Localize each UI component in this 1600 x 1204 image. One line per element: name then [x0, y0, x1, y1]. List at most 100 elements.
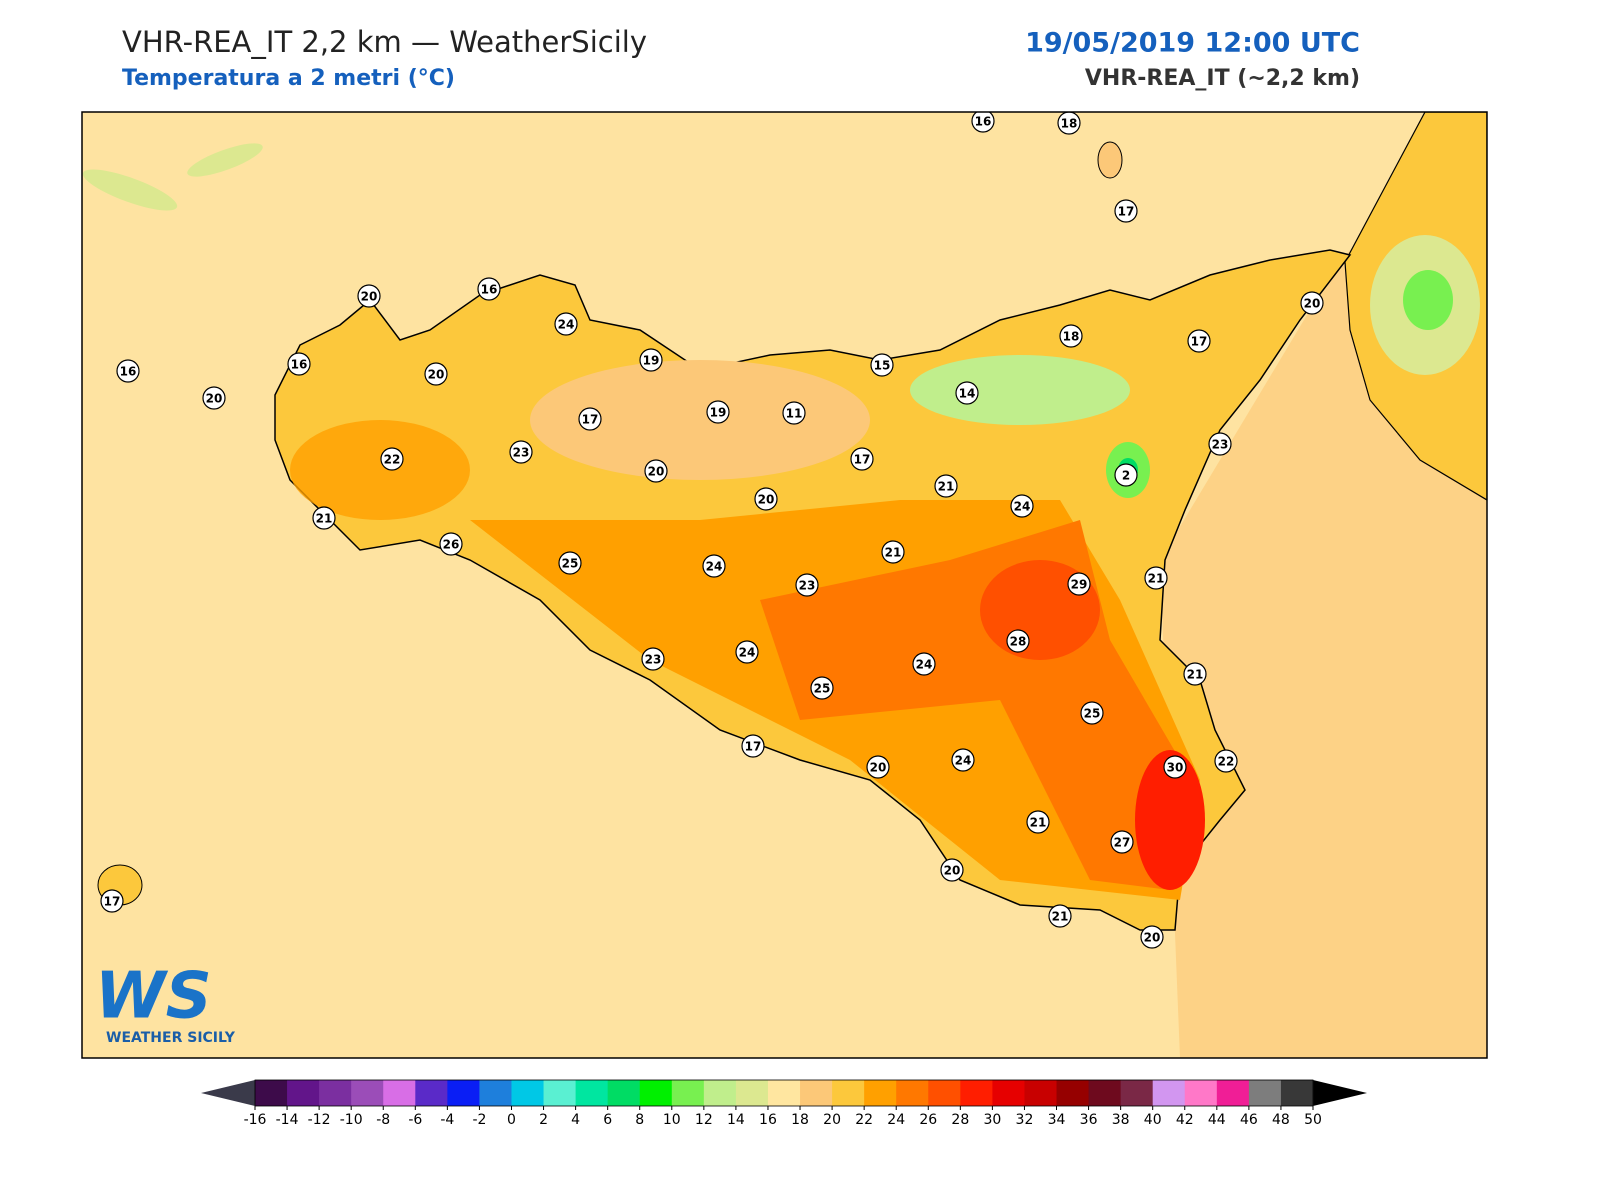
station-value: 30	[1167, 761, 1184, 775]
station-value: 29	[1071, 578, 1088, 592]
colorbar-tick-label: 34	[1048, 1112, 1066, 1128]
colorbar-segment	[447, 1080, 480, 1106]
colorbar-segment	[1216, 1080, 1250, 1106]
station-marker	[706, 400, 730, 424]
colorbar-tick-label: 46	[1240, 1112, 1258, 1128]
station-marker	[1057, 112, 1081, 135]
colorbar-under	[201, 1080, 255, 1106]
warm-area	[290, 420, 470, 520]
colorbar-tick-label: -6	[408, 1112, 422, 1128]
station-marker	[1208, 432, 1232, 456]
station-value: 21	[1148, 572, 1165, 586]
station-value: 20	[1144, 931, 1161, 945]
station-marker	[116, 359, 140, 383]
colorbar-tick-label: 2	[539, 1112, 548, 1128]
colorbar-tick-label: -4	[440, 1112, 454, 1128]
station-value: 24	[739, 646, 756, 660]
station-marker	[754, 487, 778, 511]
station-value: 16	[120, 365, 137, 379]
station-marker	[357, 284, 381, 308]
station-value: 19	[710, 406, 727, 420]
colorbar-tick-label: 32	[1016, 1112, 1034, 1128]
station-marker	[1010, 494, 1034, 518]
station-value: 23	[1212, 438, 1229, 452]
station-marker	[1144, 566, 1168, 590]
station-value: 16	[291, 358, 308, 372]
colorbar-segment	[864, 1080, 897, 1106]
station-marker	[866, 755, 890, 779]
station-value: 27	[1114, 836, 1131, 850]
station-marker	[741, 734, 765, 758]
island	[1097, 141, 1123, 179]
station-marker	[1214, 749, 1238, 773]
colorbar-tick-label: -2	[472, 1112, 486, 1128]
station-marker	[971, 112, 995, 133]
colorbar-segment	[800, 1080, 833, 1106]
colorbar-segment	[1248, 1080, 1282, 1106]
colorbar-segment	[319, 1080, 352, 1106]
station-value: 24	[706, 560, 723, 574]
colorbar-tick-label: -14	[276, 1112, 299, 1128]
station-value: 20	[206, 392, 223, 406]
station-marker	[1183, 662, 1207, 686]
colorbar-tick-label: 12	[695, 1112, 713, 1128]
station-marker	[641, 647, 665, 671]
station-marker	[702, 554, 726, 578]
colorbar-segment	[1280, 1080, 1314, 1106]
station-marker	[1300, 291, 1324, 315]
station-value: 24	[916, 658, 933, 672]
station-value: 22	[384, 453, 401, 467]
cool-area	[82, 169, 178, 211]
station-marker	[1140, 925, 1164, 949]
station-marker	[554, 312, 578, 336]
station-marker	[940, 858, 964, 882]
station-value: 23	[645, 653, 662, 667]
station-value: 14	[959, 387, 976, 401]
colorbar-tick-label: 20	[823, 1112, 841, 1128]
colorbar-tick-label: 14	[727, 1112, 745, 1128]
station-value: 24	[1014, 500, 1031, 514]
colorbar-tick-label: 40	[1144, 1112, 1162, 1128]
hot-area	[1135, 750, 1205, 890]
station-marker	[1006, 629, 1030, 653]
date: 19/05/2019 12:00 UTC	[1025, 28, 1360, 59]
station-value: 18	[1063, 330, 1080, 344]
colorbar-segment	[928, 1080, 961, 1106]
colorbar-tick-label: 10	[663, 1112, 681, 1128]
colorbar-tick-label: 36	[1080, 1112, 1098, 1128]
station-marker	[1114, 463, 1138, 487]
colorbar-tick-label: 28	[951, 1112, 969, 1128]
logo-text: WEATHER SICILY	[106, 1030, 236, 1046]
station-value: 11	[786, 407, 803, 421]
colorbar-tick-label: 8	[635, 1112, 644, 1128]
station-marker	[639, 348, 663, 372]
colorbar-segment	[703, 1080, 737, 1106]
station-value: 21	[1187, 668, 1204, 682]
cool-area	[530, 360, 870, 480]
station-value: 25	[1084, 707, 1101, 721]
colorbar-segment	[415, 1080, 448, 1106]
station-marker	[287, 352, 311, 376]
cool-area	[1403, 270, 1453, 330]
logo-mark: WS	[95, 960, 212, 1034]
colorbar-segment	[671, 1080, 705, 1106]
station-value: 21	[1052, 910, 1069, 924]
colorbar-tick-label: 30	[983, 1112, 1001, 1128]
station-value: 20	[648, 465, 665, 479]
colorbar-segment	[992, 1080, 1025, 1106]
station-value: 20	[870, 761, 887, 775]
station-marker	[1114, 199, 1138, 223]
station-marker	[1110, 830, 1134, 854]
colorbar-segment	[1056, 1080, 1090, 1106]
station-marker	[380, 447, 404, 471]
colorbar-tick-label: 22	[855, 1112, 873, 1128]
station-value: 17	[582, 413, 599, 427]
station-value: 16	[481, 283, 498, 297]
station-marker	[1163, 755, 1187, 779]
station-value: 16	[975, 115, 992, 129]
station-value: 23	[513, 446, 530, 460]
station-value: 26	[443, 538, 460, 552]
station-value: 24	[955, 754, 972, 768]
